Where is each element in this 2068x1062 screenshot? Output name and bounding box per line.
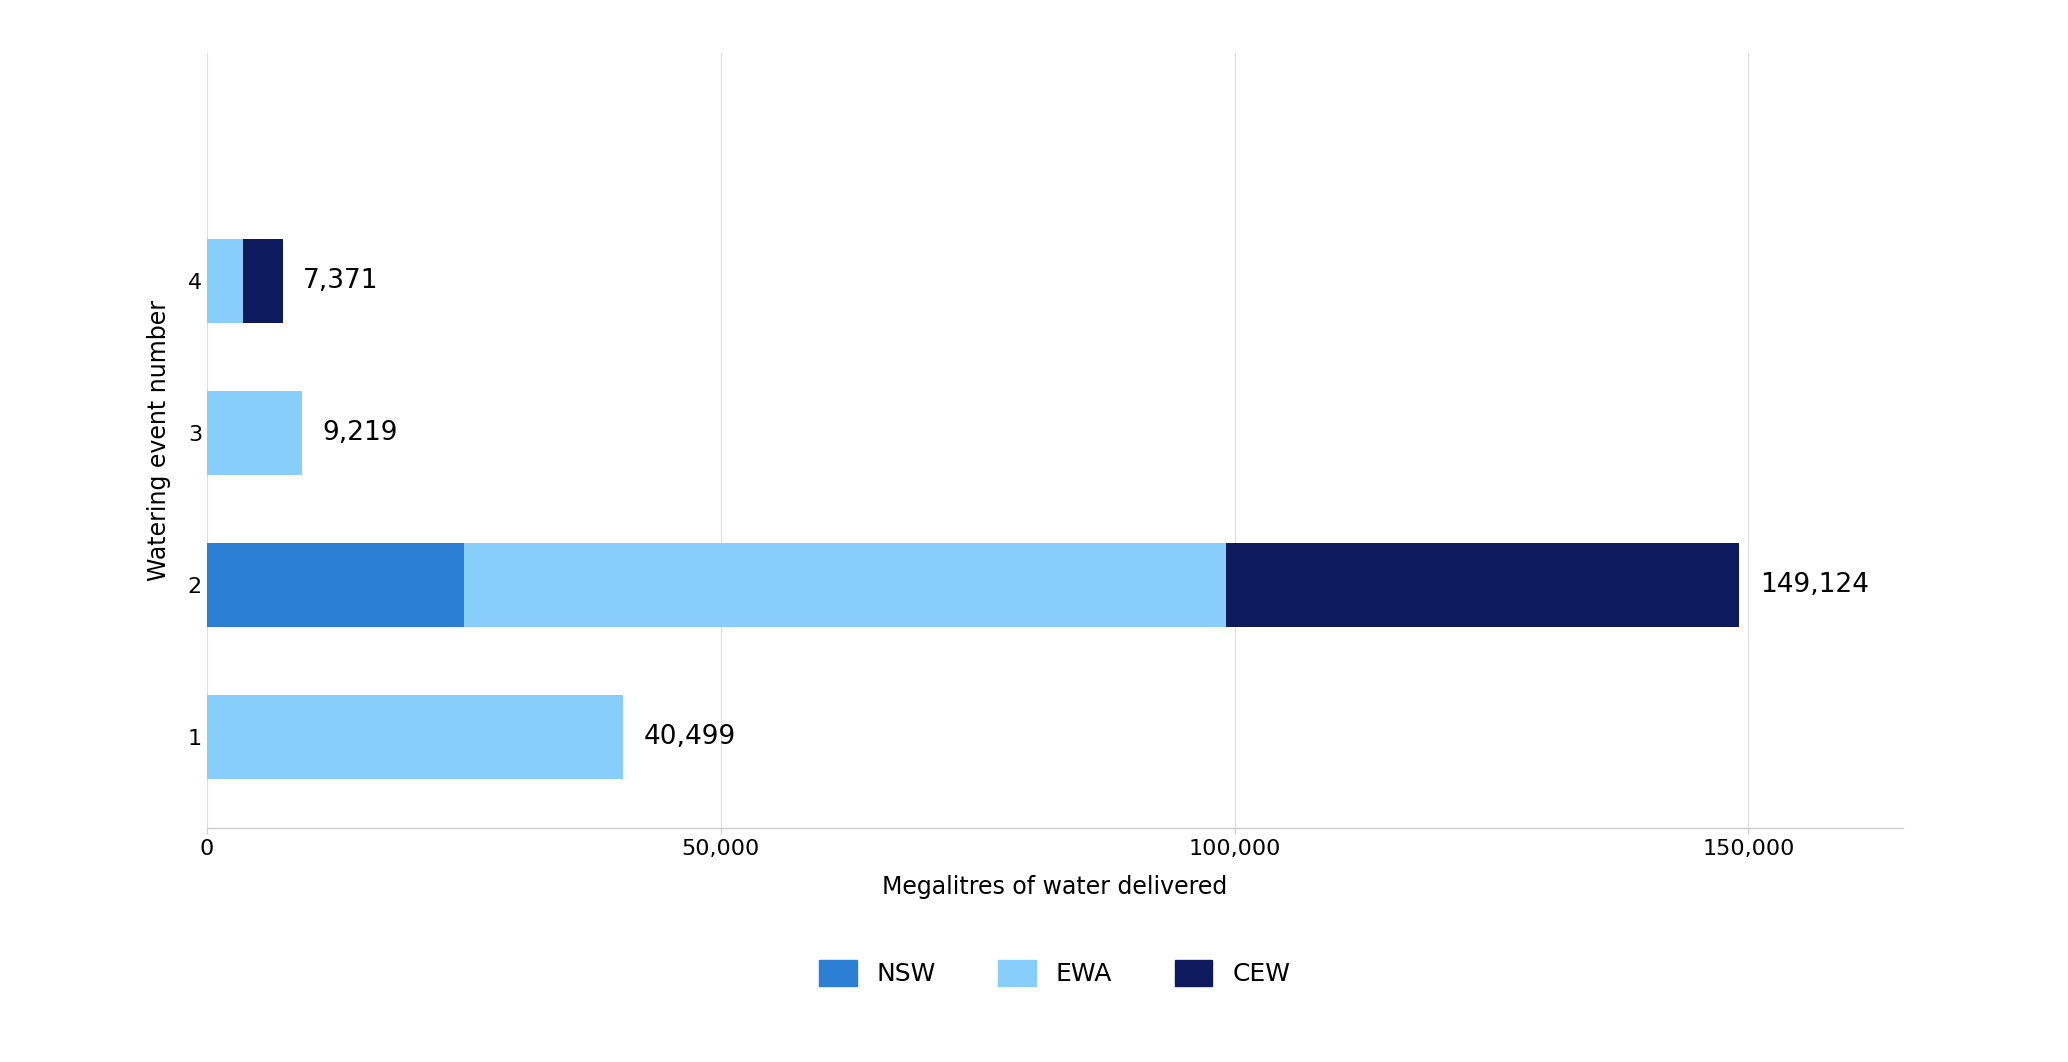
Text: 7,371: 7,371 [304, 268, 378, 294]
Bar [463, 544, 1226, 627]
Bar [1226, 544, 1739, 627]
Text: 40,499: 40,499 [643, 724, 736, 750]
Text: 9,219: 9,219 [323, 421, 397, 446]
Bar [242, 239, 283, 323]
Bar [207, 391, 302, 475]
Bar [207, 544, 463, 627]
X-axis label: Megalitres of water delivered: Megalitres of water delivered [883, 875, 1226, 900]
Bar [207, 696, 622, 778]
Text: 149,124: 149,124 [1760, 572, 1869, 598]
Y-axis label: Watering event number: Watering event number [147, 301, 172, 581]
Legend: NSW, EWA, CEW: NSW, EWA, CEW [819, 960, 1290, 987]
Bar [207, 239, 242, 323]
